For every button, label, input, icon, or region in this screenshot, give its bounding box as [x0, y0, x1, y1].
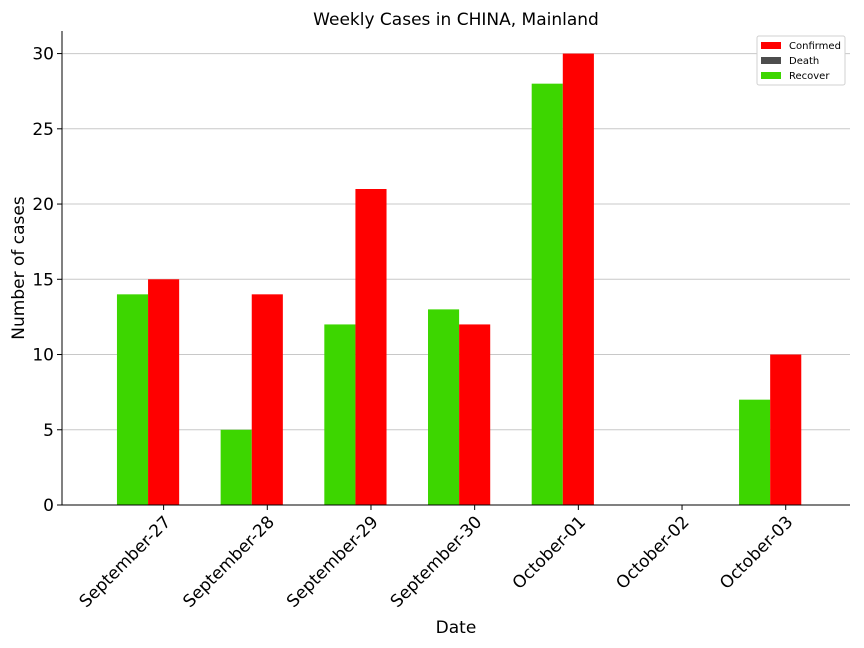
y-tick-label-15: 15 — [32, 270, 54, 290]
x-tick-label-4: October-01 — [509, 512, 590, 593]
bar-recover-2 — [324, 324, 356, 505]
legend-label-recover: Recover — [789, 71, 830, 82]
y-tick-label-20: 20 — [32, 195, 54, 215]
x-tick-label-0: September-27 — [76, 512, 175, 611]
bar-recover-0 — [116, 294, 149, 505]
y-ticks: 0 5 10 15 20 25 30 — [32, 45, 62, 516]
bar-confirmed-1 — [251, 294, 283, 505]
chart-title: Weekly Cases in CHINA, Mainland — [313, 10, 599, 30]
x-axis-label: Date — [436, 618, 477, 638]
bar-recover-6 — [739, 399, 771, 505]
y-axis-label: Number of cases — [9, 196, 29, 340]
x-tick-label-1: September-28 — [179, 512, 278, 611]
bar-recover-1 — [220, 429, 252, 505]
axes — [61, 31, 850, 506]
y-tick-label-25: 25 — [32, 120, 54, 140]
y-tick-label-0: 0 — [43, 496, 54, 516]
x-tick-label-5: October-02 — [612, 512, 693, 593]
legend-label-confirmed: Confirmed — [789, 41, 841, 52]
x-tick-label-2: September-29 — [283, 512, 382, 611]
legend-swatch-death — [761, 57, 781, 64]
bar-confirmed-0 — [148, 279, 180, 505]
x-tick-label-6: October-03 — [716, 512, 797, 593]
x-tick-label-3: September-30 — [387, 512, 486, 611]
legend-label-death: Death — [789, 56, 819, 67]
bar-recover-3 — [428, 309, 460, 505]
y-tick-label-10: 10 — [32, 346, 54, 366]
legend: Confirmed Death Recover — [756, 35, 846, 86]
bar-confirmed-4 — [562, 53, 594, 505]
y-tick-label-30: 30 — [32, 45, 54, 65]
legend-swatch-recover — [761, 72, 781, 79]
y-tick-label-5: 5 — [43, 421, 54, 441]
bar-confirmed-3 — [459, 324, 491, 505]
bars — [116, 53, 802, 506]
x-ticks: September-27 September-28 September-29 Sept… — [76, 505, 797, 612]
bar-confirmed-2 — [355, 189, 387, 505]
bar-confirmed-6 — [770, 354, 802, 505]
bar-recover-4 — [531, 83, 563, 506]
legend-swatch-confirmed — [761, 42, 781, 49]
